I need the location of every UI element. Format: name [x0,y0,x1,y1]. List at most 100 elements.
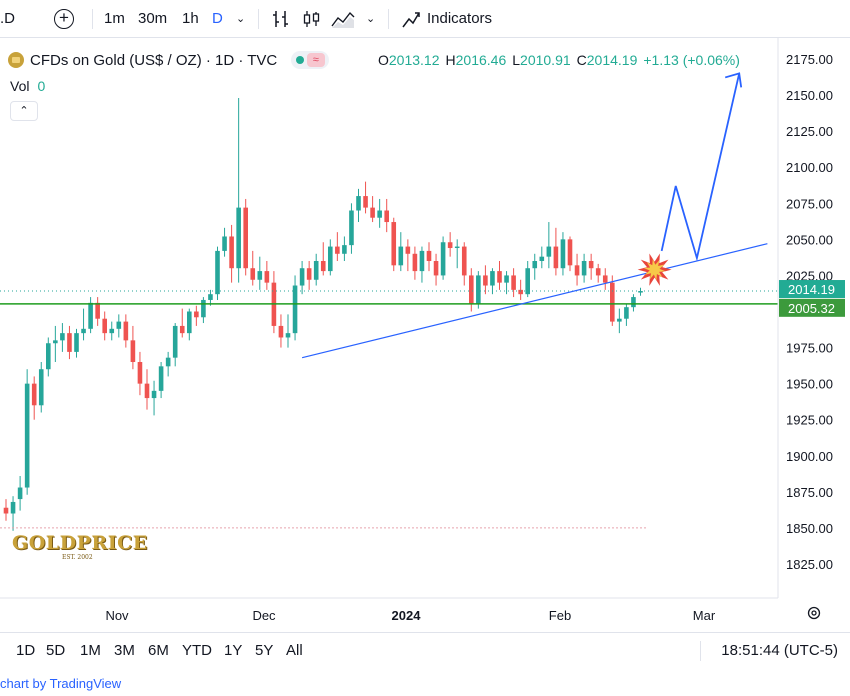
trendline[interactable] [301,243,768,359]
candle-body [215,250,220,295]
price-tick-label: 1825.00 [786,557,833,572]
candle-body [377,210,382,218]
timeframe-1h[interactable]: 1h [182,10,199,27]
range-1y[interactable]: 1Y [224,642,243,659]
candles-icon[interactable] [300,8,322,30]
open-value: 2013.12 [388,52,440,68]
price-tick-label: 2175.00 [786,52,833,67]
candle-body [60,333,65,341]
close-label: C [576,52,587,68]
candle-body [123,321,129,341]
chart-lines [0,290,778,529]
symbol-search[interactable]: .D [0,10,15,27]
candle-body [151,390,157,399]
clock-timezone[interactable]: 18:51:44 (UTC-5) [721,642,838,659]
drawings [301,72,768,359]
candle-body [187,311,192,334]
chart-legend: CFDs on Gold (US$ / OZ) · 1D · TVC ≈ [8,50,330,70]
tradingview-attribution[interactable]: chart by TradingView [0,676,122,691]
candle-body [525,268,530,295]
timeframe-dropdown-icon[interactable]: ⌄ [236,13,246,25]
candle-body [384,210,389,223]
range-5d[interactable]: 5D [46,642,66,659]
candle-body [617,318,622,322]
range-6m[interactable]: 6M [148,642,169,659]
candle-body [624,307,629,319]
price-tick-label: 1975.00 [786,341,833,356]
price-axis[interactable]: 2175.00 2150.00 2125.00 2100.00 2075.00 2050.… [777,38,850,632]
candle-body [553,246,559,269]
range-5y[interactable]: 5Y [255,642,274,659]
goldprice-logo: GOLDPRICE EST. 2002 [12,532,154,562]
candle-body [490,271,495,286]
candle-body [88,302,93,329]
open-label: O [378,52,389,68]
price-tick-label: 2100.00 [786,160,833,175]
range-1m[interactable]: 1M [80,642,101,659]
candle-body [546,246,552,257]
candle-body [391,222,397,266]
indicators-icon[interactable] [400,8,422,30]
compare-plus-icon[interactable]: + [54,9,74,29]
candle-body [95,302,100,319]
bar-chart-icon[interactable] [270,8,292,30]
range-bar: 1D 5D 1M 3M 6M YTD 1Y 5Y All 18:51:44 (U… [0,632,850,668]
projection-path[interactable] [660,73,741,262]
time-tick-label: 2024 [392,608,422,623]
candle-body [560,239,566,269]
candle-body [250,268,256,280]
ohlc-values: O2013.12 H2016.46 L2010.91 C2014.19 +1.1… [378,52,740,68]
price-tick-label: 1900.00 [786,449,833,464]
vol-value: 0 [37,78,46,94]
time-tick-label: Feb [549,608,571,623]
area-chart-icon[interactable] [330,8,356,30]
candle-body [539,256,545,261]
candle-body [81,328,86,334]
collapse-legend-button[interactable]: ⌃ [10,101,38,121]
candle-body [426,250,432,261]
range-all[interactable]: All [286,642,303,659]
candle-body [299,268,305,286]
candle-body [602,275,608,283]
candle-body [208,294,213,300]
candle-body [476,275,481,305]
collision-emoji-icon [637,253,672,286]
candle-body [631,297,636,308]
settings-gear-icon[interactable] [806,605,822,621]
candle-body [504,275,509,283]
candle-body [3,507,9,514]
timeframe-30m[interactable]: 30m [138,10,168,27]
timeframe-1m[interactable]: 1m [104,10,125,27]
price-axis-bg [778,38,850,632]
goldprice-logo-sub: EST. 2002 [62,554,93,561]
candle-body [236,207,241,269]
candle-body [581,261,587,276]
price-chart[interactable]: 2175.00 2150.00 2125.00 2100.00 2075.00 2050.… [0,38,850,632]
support-price-label: 2005.32 [788,301,835,316]
candle-body [398,246,404,266]
candle-body [595,268,601,276]
timeframe-d[interactable]: D [212,10,223,27]
chart-type-dropdown-icon[interactable]: ⌄ [366,13,376,25]
range-ytd[interactable]: YTD [182,642,212,659]
projection-arrowhead [724,72,743,88]
candle-body [370,207,375,218]
toolbar-divider [258,9,259,29]
indicators-button[interactable]: Indicators [427,10,493,27]
candle-body [328,246,333,272]
candle-body [292,285,298,334]
time-axis[interactable]: Nov Dec 2024 Feb Mar [0,597,778,623]
candle-body [497,271,502,283]
candle-body [179,325,185,334]
candle-body [67,333,72,352]
close-value: 2014.19 [586,52,638,68]
market-status-badge[interactable]: ≈ [291,51,330,69]
candle-body [222,236,227,251]
wave-icon: ≈ [306,53,325,67]
goldprice-logo-text: GOLDPRICE [12,532,148,554]
candle-body [137,362,143,384]
range-3m[interactable]: 3M [114,642,135,659]
candle-body [194,311,199,318]
candle-body [172,325,178,358]
range-1d[interactable]: 1D [16,642,36,659]
